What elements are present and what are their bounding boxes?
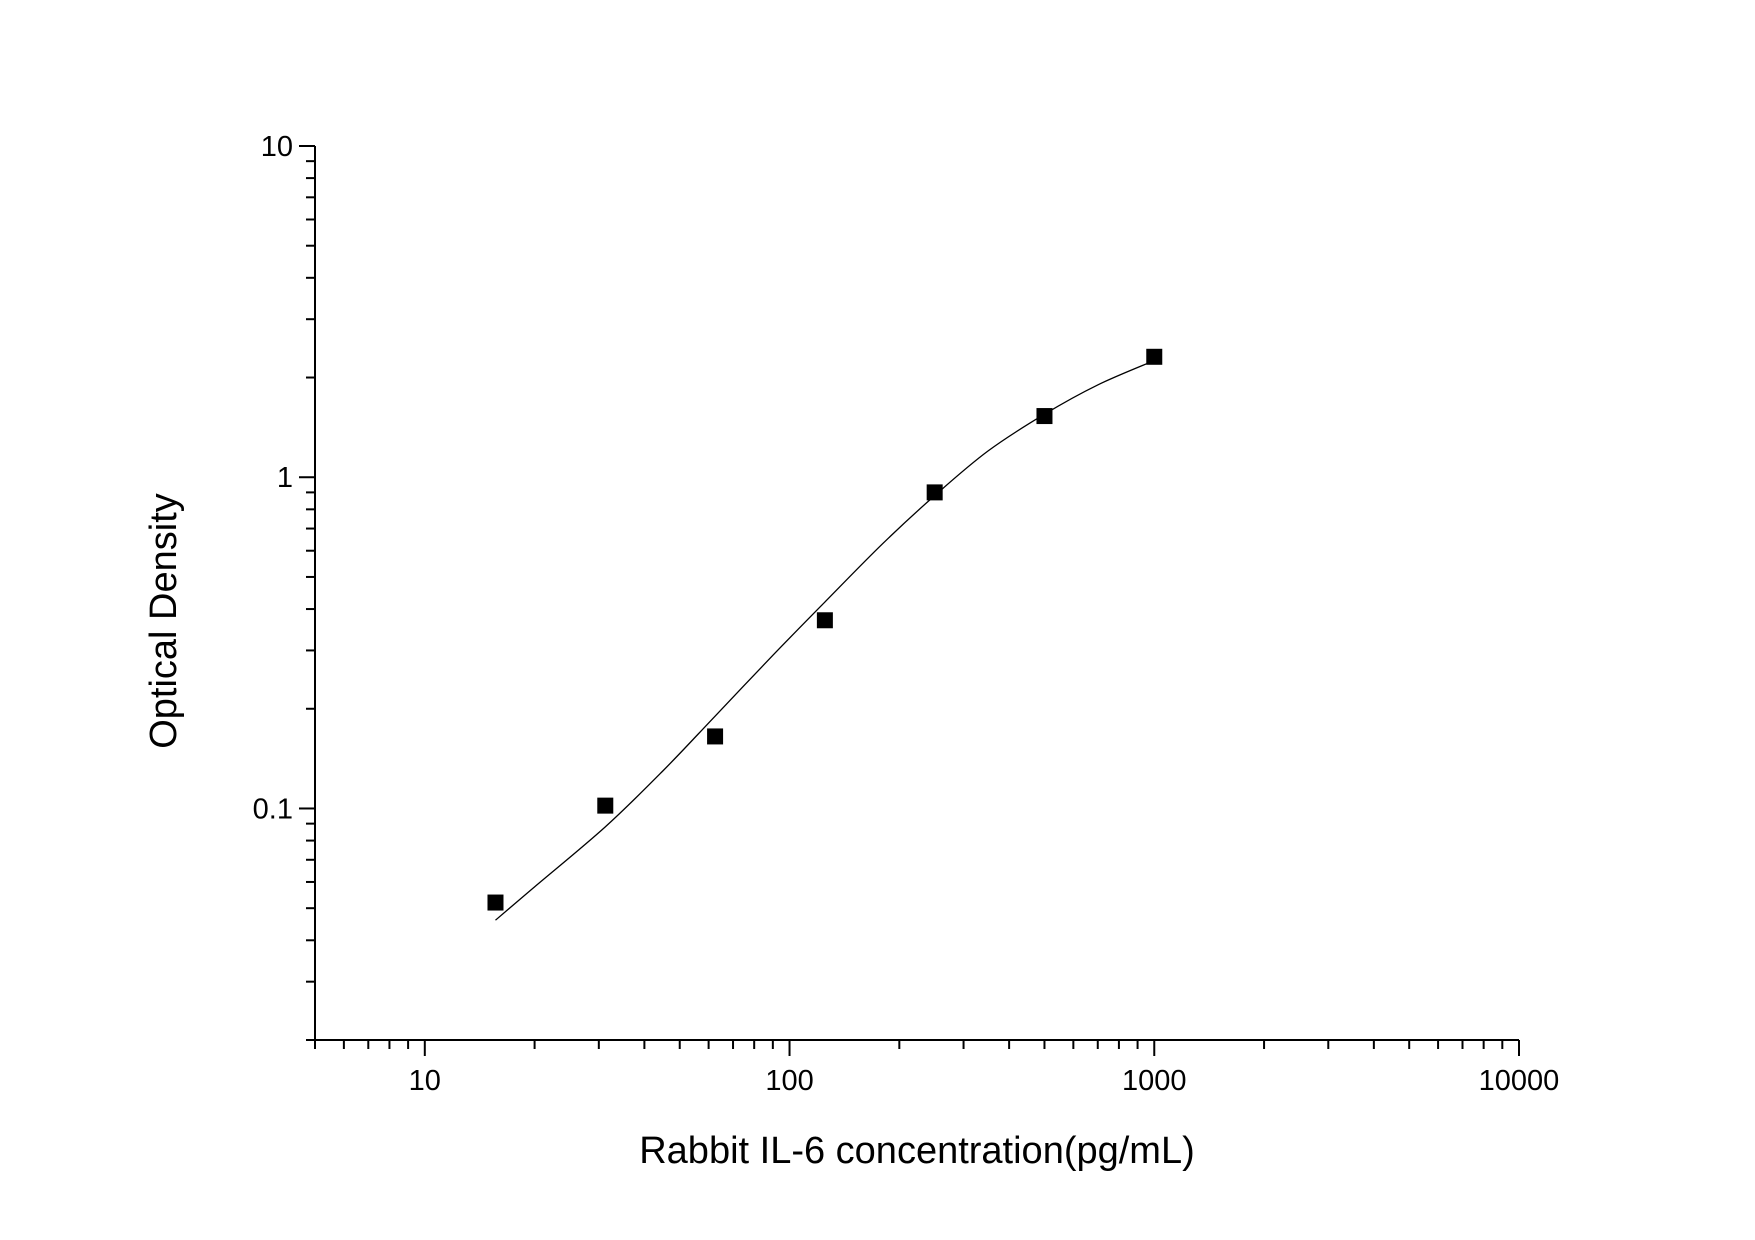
data-point bbox=[487, 894, 504, 911]
data-point bbox=[707, 728, 724, 745]
data-point bbox=[597, 797, 614, 814]
y-axis-title: Optical Density bbox=[143, 493, 185, 749]
x-tick-label: 1000 bbox=[1122, 1065, 1187, 1097]
x-tick-label: 100 bbox=[765, 1065, 813, 1097]
fit-curve bbox=[495, 359, 1155, 921]
x-tick-label: 10 bbox=[409, 1065, 441, 1097]
data-point bbox=[1146, 348, 1163, 365]
y-tick-label: 0.1 bbox=[253, 793, 293, 825]
x-tick-label: 10000 bbox=[1479, 1065, 1560, 1097]
x-axis-title: Rabbit IL-6 concentration(pg/mL) bbox=[639, 1130, 1195, 1172]
data-point bbox=[926, 484, 943, 501]
y-tick-label: 10 bbox=[261, 131, 293, 163]
y-tick-label: 1 bbox=[277, 462, 293, 494]
data-point bbox=[816, 612, 833, 629]
